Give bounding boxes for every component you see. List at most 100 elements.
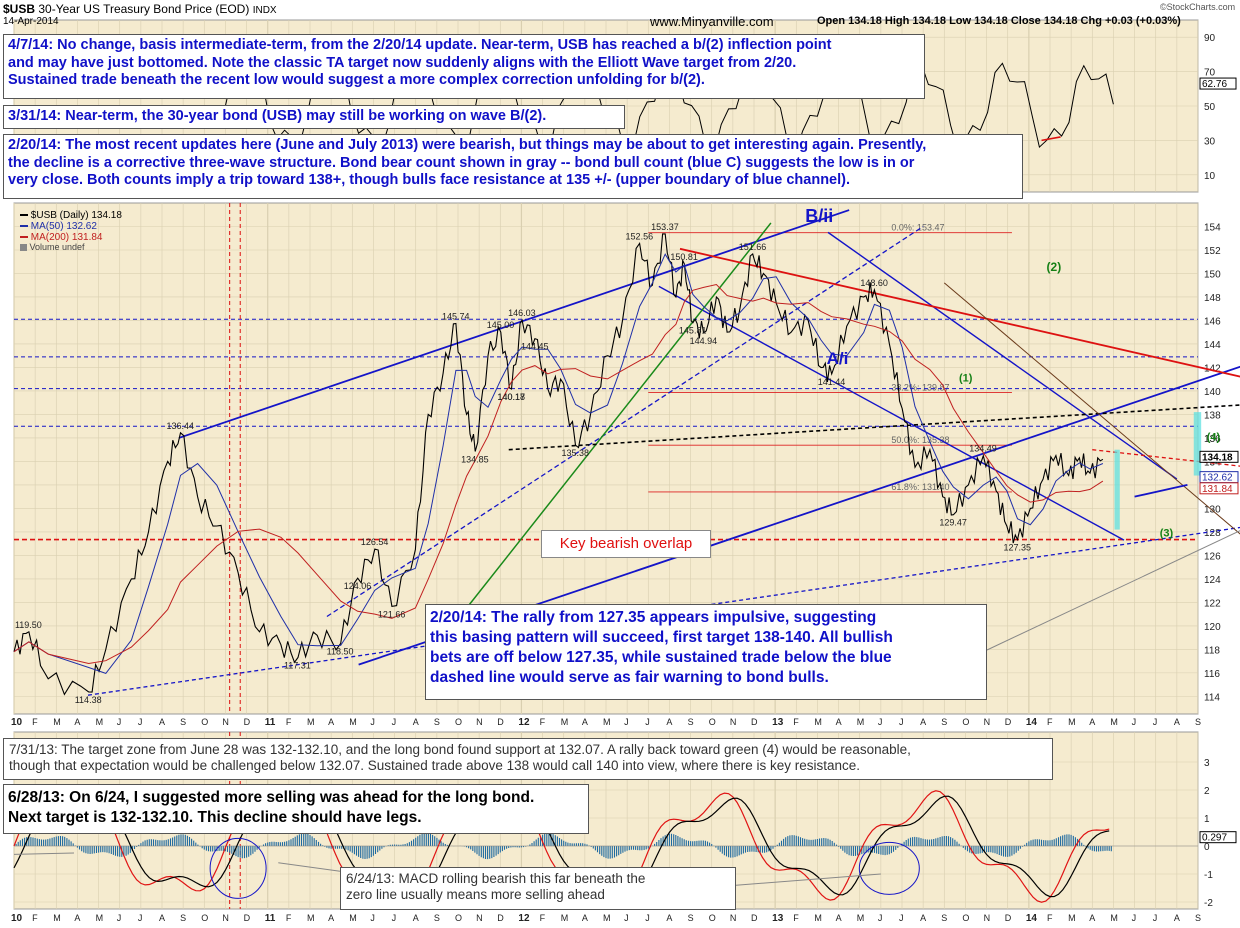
x-tick-label: J <box>370 913 375 923</box>
x-tick-label: F <box>540 717 546 727</box>
mid-channel-line <box>326 225 924 618</box>
x-tick-label: J <box>138 717 143 727</box>
price-point-label: 129.47 <box>939 518 967 528</box>
price-tick-label: 154 <box>1204 222 1221 233</box>
price-tick-label: 136 <box>1204 434 1221 445</box>
x-tick-label: J <box>899 717 904 727</box>
x-tick-label: A <box>328 717 334 727</box>
x-tick-label: F <box>32 913 38 923</box>
price-tick-label: 150 <box>1204 269 1221 280</box>
x-tick-label: A <box>328 913 334 923</box>
price-tick-label: 122 <box>1204 598 1221 609</box>
macd-readout-label: 0.297 <box>1202 833 1227 844</box>
rsi-tick-label: 50 <box>1204 102 1216 113</box>
x-tick-label: 13 <box>772 913 784 924</box>
x-tick-label: 13 <box>772 717 784 728</box>
red-dashed-short <box>1092 449 1240 467</box>
x-tick-label: F <box>1047 913 1053 923</box>
x-tick-label: S <box>1195 913 1201 923</box>
price-point-label: 126.54 <box>361 537 389 547</box>
x-tick-label: O <box>709 717 716 727</box>
price-tick-label: 128 <box>1204 528 1221 539</box>
x-tick-label: O <box>709 913 716 923</box>
note-2013-07-31: 7/31/13: The target zone from June 28 wa… <box>3 738 1053 780</box>
callout-line <box>278 862 341 872</box>
wave-label-2: (2) <box>1047 260 1062 274</box>
x-tick-label: M <box>1068 717 1076 727</box>
price-point-label: 118.50 <box>327 647 354 657</box>
x-tick-label: J <box>117 913 122 923</box>
x-tick-label: A <box>920 717 926 727</box>
x-tick-label: A <box>1089 913 1095 923</box>
x-tick-label: S <box>1195 717 1201 727</box>
price-tick-label: 124 <box>1204 575 1221 586</box>
x-tick-label: M <box>96 717 104 727</box>
price-point-label: 150.81 <box>670 252 698 262</box>
wave-label-ai: A/i <box>827 349 849 368</box>
x-tick-label: J <box>392 717 397 727</box>
price-tick-label: 142 <box>1204 363 1221 374</box>
rsi-trend-mark <box>1041 136 1061 142</box>
x-tick-label: D <box>751 913 758 923</box>
x-tick-label: A <box>74 913 80 923</box>
macd-tick-label: 3 <box>1204 758 1210 769</box>
x-tick-label: N <box>730 913 737 923</box>
x-tick-label: M <box>307 717 315 727</box>
x-tick-label: J <box>117 717 122 727</box>
note-2014-02-20-top: 2/20/14: The most recent updates here (J… <box>3 134 1023 199</box>
x-tick-label: D <box>497 913 504 923</box>
x-tick-label: J <box>370 717 375 727</box>
x-tick-label: A <box>582 717 588 727</box>
macd-readout-box <box>1199 831 1237 844</box>
x-tick-label: O <box>201 913 208 923</box>
x-tick-label: N <box>476 717 483 727</box>
x-tick-label: J <box>878 717 883 727</box>
x-tick-label: D <box>244 913 251 923</box>
x-tick-label: M <box>307 913 315 923</box>
x-tick-label: M <box>53 913 61 923</box>
x-tick-label: M <box>1068 913 1076 923</box>
x-tick-label: N <box>222 913 229 923</box>
descending-channel-upper <box>827 231 1178 480</box>
price-point-label: 135.38 <box>562 448 590 458</box>
x-tick-label: M <box>96 913 104 923</box>
price-tick-label: 146 <box>1204 316 1221 327</box>
wave-label-3: (3) <box>1160 528 1174 540</box>
legend-price: $USB (Daily) 134.18 <box>20 210 122 221</box>
x-tick-label: S <box>688 913 694 923</box>
x-tick-label: O <box>455 913 462 923</box>
x-tick-label: D <box>1005 913 1012 923</box>
price-point-label: 117.31 <box>284 660 311 670</box>
legend-volume: Volume undef <box>20 242 85 252</box>
x-tick-label: N <box>730 717 737 727</box>
price-point-label: 140.18 <box>497 392 525 402</box>
price-tick-label: 138 <box>1204 410 1221 421</box>
x-tick-label: M <box>857 717 865 727</box>
exchange: INDX <box>252 5 277 16</box>
rsi-tick-label: 70 <box>1204 68 1216 79</box>
x-tick-label: A <box>1174 717 1180 727</box>
x-tick-label: O <box>455 717 462 727</box>
note-2013-06-24: 6/24/13: MACD rolling bearish this far b… <box>340 867 736 910</box>
price-point-label: 121.66 <box>378 609 406 619</box>
price-readout-label: 134.18 <box>1202 452 1233 463</box>
price-readout-box <box>1199 482 1239 495</box>
x-tick-label: A <box>1089 717 1095 727</box>
rsi-tick-label: 10 <box>1204 171 1216 182</box>
x-tick-label: S <box>688 717 694 727</box>
price-point-label: 140.17 <box>497 392 525 402</box>
macd-highlight-circle <box>209 837 267 899</box>
price-series-line <box>13 233 1104 696</box>
price-point-label: 144.94 <box>690 336 718 346</box>
x-tick-label: F <box>286 913 292 923</box>
note-2014-04-07: 4/7/14: No change, basis intermediate-te… <box>3 34 925 99</box>
x-tick-label: 12 <box>518 913 530 924</box>
price-point-label: 152.56 <box>626 231 654 241</box>
x-tick-label: S <box>434 913 440 923</box>
rsi-tick-label: 90 <box>1204 33 1216 44</box>
price-point-label: 145.74 <box>442 312 470 322</box>
x-tick-label: M <box>1110 913 1118 923</box>
x-tick-label: A <box>920 913 926 923</box>
macd-tick-label: -2 <box>1204 898 1213 909</box>
price-point-label: 114.38 <box>75 695 102 705</box>
